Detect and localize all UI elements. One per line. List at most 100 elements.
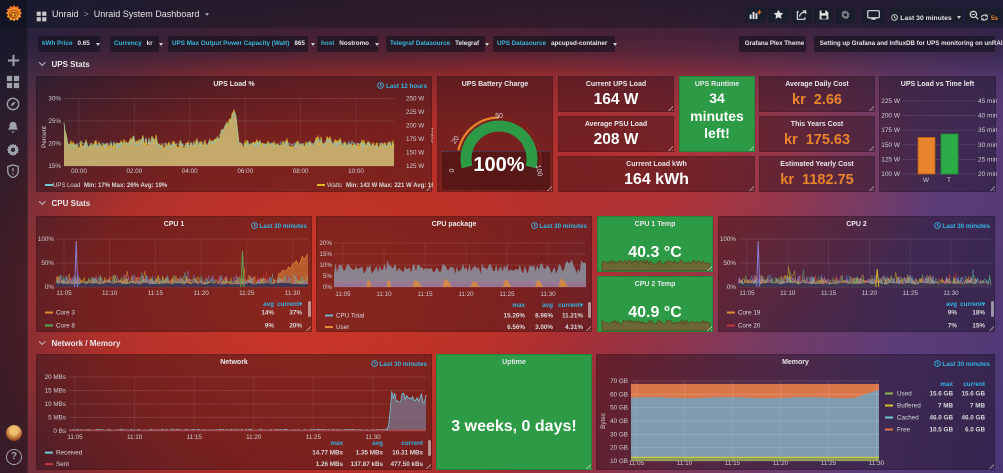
svg-text:current▾: current▾	[277, 301, 303, 308]
svg-text:225 W: 225 W	[881, 98, 901, 105]
svg-text:11:10: 11:10	[677, 460, 693, 467]
svg-text:100%: 100%	[38, 236, 55, 243]
svg-text:max: max	[940, 381, 953, 388]
svg-text:7 MB: 7 MB	[938, 403, 953, 410]
svg-text:08:00: 08:00	[293, 168, 309, 175]
svg-text:7 MB: 7 MB	[970, 403, 985, 410]
svg-text:200 W: 200 W	[406, 123, 424, 130]
svg-text:00:00: 00:00	[71, 168, 87, 175]
svg-text:Bytes: Bytes	[600, 413, 607, 429]
svg-text:1.35 MBs: 1.35 MBs	[356, 450, 384, 457]
svg-text:9%: 9%	[948, 310, 958, 317]
svg-text:50%: 50%	[41, 260, 54, 267]
svg-text:max: max	[330, 440, 343, 447]
svg-text:W: W	[923, 177, 930, 184]
svg-text:current▾: current▾	[558, 302, 584, 309]
svg-text:02:00: 02:00	[127, 168, 143, 175]
svg-text:11:30: 11:30	[943, 290, 959, 297]
svg-text:11:25: 11:25	[499, 291, 515, 298]
svg-text:40 min: 40 min	[978, 113, 997, 120]
svg-text:Watts: Watts	[430, 127, 434, 143]
svg-text:11:20: 11:20	[458, 291, 474, 298]
svg-text:CPU Total: CPU Total	[336, 313, 364, 320]
svg-text:30 GB: 30 GB	[610, 431, 628, 438]
svg-text:User: User	[336, 324, 349, 331]
svg-text:60 GB: 60 GB	[610, 391, 628, 398]
svg-text:11:20: 11:20	[193, 290, 209, 297]
svg-text:125 W: 125 W	[881, 156, 901, 163]
svg-text:18%: 18%	[972, 310, 985, 317]
svg-text:175 W: 175 W	[406, 136, 424, 143]
svg-text:10 GB: 10 GB	[610, 458, 628, 465]
svg-text:Core 19: Core 19	[738, 310, 761, 317]
svg-text:10.5 GB: 10.5 GB	[930, 427, 954, 434]
svg-text:11:30: 11:30	[869, 460, 885, 467]
svg-text:100 W: 100 W	[881, 171, 901, 178]
svg-text:Min: 143 W Max: 221 W Avg: 167: Min: 143 W Max: 221 W Avg: 167 W	[346, 183, 433, 189]
svg-text:250 W: 250 W	[406, 96, 424, 103]
svg-text:100%: 100%	[473, 154, 524, 176]
svg-text:0 Bs: 0 Bs	[53, 428, 66, 435]
svg-text:11:05: 11:05	[629, 460, 645, 467]
svg-text:15%: 15%	[48, 163, 61, 170]
svg-text:20 min: 20 min	[978, 171, 997, 178]
svg-text:6.56%: 6.56%	[507, 324, 525, 331]
svg-text:9%: 9%	[265, 323, 275, 330]
svg-text:30%: 30%	[48, 96, 61, 103]
svg-text:Used: Used	[897, 391, 912, 398]
svg-text:15.6 GB: 15.6 GB	[962, 391, 986, 398]
svg-text:Percent: Percent	[41, 126, 48, 148]
svg-text:11:10: 11:10	[780, 290, 796, 297]
svg-text:06:00: 06:00	[237, 168, 253, 175]
svg-text:477.50 kBs: 477.50 kBs	[390, 461, 423, 468]
svg-text:5 MBs: 5 MBs	[48, 415, 66, 422]
svg-text:14%: 14%	[261, 310, 274, 317]
svg-text:15.26%: 15.26%	[504, 313, 526, 320]
svg-text:150 W: 150 W	[881, 142, 901, 149]
svg-text:avg: avg	[542, 302, 553, 309]
svg-text:100%: 100%	[720, 236, 737, 243]
svg-text:11:10: 11:10	[102, 290, 118, 297]
svg-text:UPS Load: UPS Load	[53, 183, 80, 189]
svg-text:11:05: 11:05	[739, 290, 755, 297]
svg-text:11:05: 11:05	[335, 291, 351, 298]
svg-text:20 GB: 20 GB	[610, 445, 628, 452]
svg-text:11.21%: 11.21%	[562, 313, 583, 320]
svg-text:20%: 20%	[289, 323, 302, 330]
svg-text:11:25: 11:25	[903, 290, 919, 297]
svg-text:10:00: 10:00	[348, 168, 364, 175]
svg-text:175 W: 175 W	[881, 127, 901, 134]
svg-text:50%: 50%	[723, 260, 736, 267]
svg-text:11:15: 11:15	[821, 290, 837, 297]
svg-text:Core 3: Core 3	[56, 310, 75, 317]
svg-text:15%: 15%	[319, 251, 332, 258]
svg-text:current▾: current▾	[960, 301, 986, 308]
svg-text:11:20: 11:20	[773, 460, 789, 467]
svg-text:Cached: Cached	[897, 415, 919, 422]
svg-text:11:15: 11:15	[148, 290, 164, 297]
svg-text:04:00: 04:00	[182, 168, 198, 175]
svg-text:20%: 20%	[48, 141, 61, 148]
svg-text:46.0 GB: 46.0 GB	[930, 415, 954, 422]
svg-text:11:25: 11:25	[239, 290, 255, 297]
svg-text:14.77 MBs: 14.77 MBs	[312, 450, 343, 457]
svg-text:6.0 GB: 6.0 GB	[965, 427, 985, 434]
svg-text:11:15: 11:15	[725, 460, 741, 467]
svg-text:avg: avg	[372, 440, 383, 447]
svg-text:5%: 5%	[323, 273, 333, 280]
svg-text:11:05: 11:05	[67, 434, 83, 441]
svg-text:11:25: 11:25	[306, 434, 322, 441]
svg-text:225 W: 225 W	[406, 109, 424, 116]
svg-text:current: current	[401, 440, 424, 447]
svg-text:Free: Free	[897, 427, 910, 434]
svg-text:0: 0	[449, 168, 457, 173]
svg-text:11:15: 11:15	[417, 291, 433, 298]
svg-text:35 min: 35 min	[978, 127, 997, 134]
svg-text:10.31 MBs: 10.31 MBs	[392, 450, 423, 457]
svg-text:11:30: 11:30	[540, 291, 556, 298]
svg-text:avg: avg	[263, 301, 274, 308]
svg-text:46.0 GB: 46.0 GB	[962, 415, 986, 422]
svg-text:Min: 17% Max: 26% Avg: 19%: Min: 17% Max: 26% Avg: 19%	[84, 183, 168, 189]
svg-text:11:05: 11:05	[56, 290, 72, 297]
svg-text:20%: 20%	[319, 240, 332, 247]
